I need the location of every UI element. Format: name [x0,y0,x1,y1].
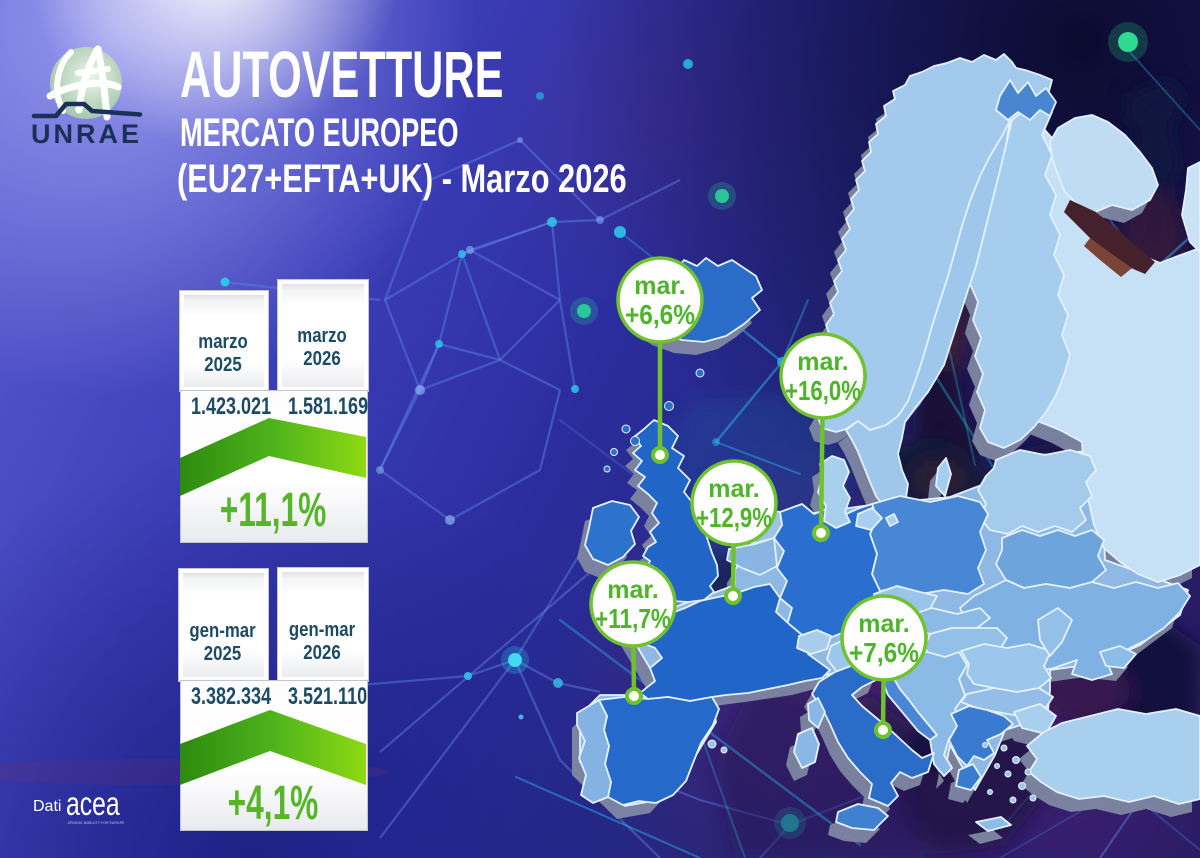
svg-text:+11,7%: +11,7% [595,603,671,634]
svg-text:+12,9%: +12,9% [696,502,772,533]
svg-text:+6,6%: +6,6% [625,299,695,330]
svg-text:mar.: mar. [858,610,909,638]
svg-text:mar.: mar. [634,272,685,300]
svg-text:UNRAE: UNRAE [31,119,142,149]
svg-text:mar.: mar. [607,576,658,604]
svg-text:+16,0%: +16,0% [785,375,861,406]
svg-text:mar.: mar. [708,475,759,503]
svg-text:mar.: mar. [797,348,848,376]
svg-text:+7,6%: +7,6% [849,637,919,668]
